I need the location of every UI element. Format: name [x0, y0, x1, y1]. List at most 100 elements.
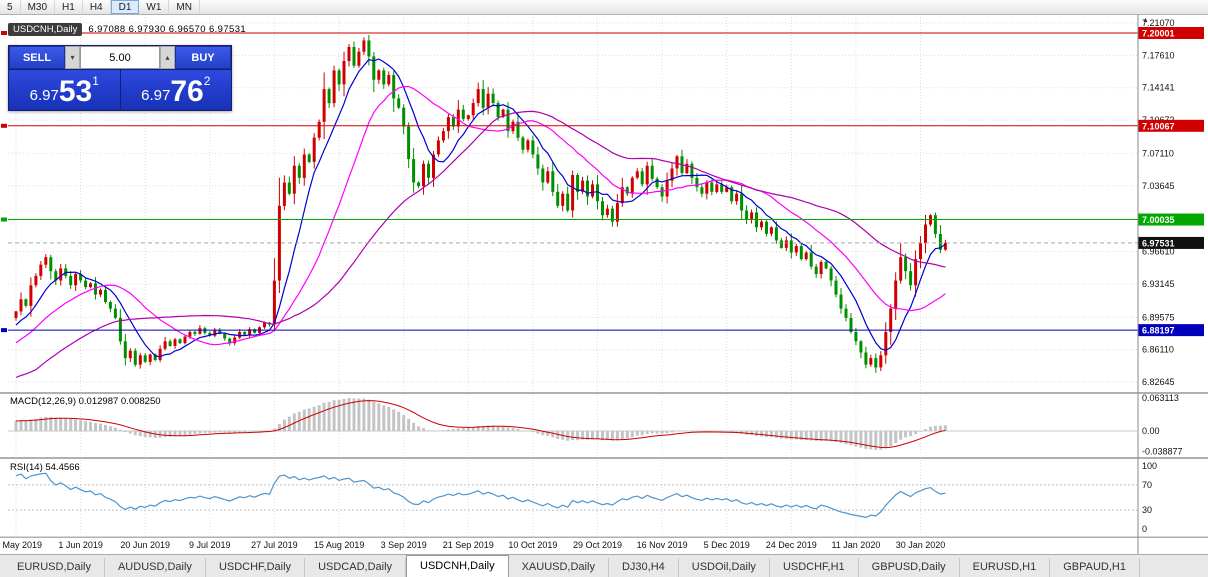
chart-tab-DJ30-H4[interactable]: DJ30,H4: [609, 558, 679, 577]
candle-body: [501, 109, 505, 118]
timeframe-button-5[interactable]: 5: [0, 0, 21, 14]
candle-body: [909, 271, 913, 286]
panel-separator[interactable]: [0, 457, 1208, 459]
rsi-line: [15, 472, 946, 519]
candle-body: [635, 171, 639, 178]
timeframe-button-M30[interactable]: M30: [21, 0, 56, 14]
candle-body: [441, 131, 445, 141]
chart-tab-GBPUSD-Daily[interactable]: GBPUSD,Daily: [859, 558, 960, 577]
price-tick: 6.82645: [1142, 377, 1175, 387]
price-chart[interactable]: 14 May 2019 1 Jun 2019 20 Jun 2019 9 Jul 20…: [0, 15, 1208, 554]
volume-decrease-icon[interactable]: ▾: [65, 46, 80, 69]
buy-price-sup: 2: [203, 74, 211, 88]
candle-body: [302, 154, 306, 178]
chart-tab-USDOil-Daily[interactable]: USDOil,Daily: [679, 558, 770, 577]
macd-tick: 0.00: [1142, 426, 1160, 436]
rsi-tick: 30: [1142, 505, 1152, 515]
candle-body: [710, 182, 714, 192]
candle-body: [133, 350, 137, 365]
current-price-badge: [1138, 236, 1204, 249]
candle-body: [730, 187, 734, 202]
date-label: 30 Jan 2020: [896, 540, 946, 550]
candle-body: [924, 224, 927, 244]
candle-body: [163, 341, 167, 349]
price-level-badge: [1138, 324, 1204, 337]
moving-average-45: [15, 110, 946, 378]
candle-body: [432, 154, 435, 178]
candle-body: [938, 233, 942, 250]
date-label: 27 Jul 2019: [251, 540, 298, 550]
candle-body: [476, 89, 480, 104]
svg-text:6.88197: 6.88197: [1142, 326, 1175, 336]
chart-tab-EURUSD-H1[interactable]: EURUSD,H1: [960, 558, 1051, 577]
date-label: 29 Oct 2019: [573, 540, 622, 550]
candle-body: [596, 184, 599, 202]
candle-body: [715, 184, 719, 192]
chart-tab-XAUUSD-Daily[interactable]: XAUUSD,Daily: [509, 558, 609, 577]
candle-body: [799, 246, 803, 260]
timeframe-button-W1[interactable]: W1: [139, 0, 170, 14]
chart-tab-GBPAUD-H1[interactable]: GBPAUD,H1: [1050, 558, 1140, 577]
candle-body: [263, 322, 266, 328]
candle-body: [153, 354, 157, 360]
candle-body: [322, 89, 326, 122]
candle-body: [417, 182, 421, 187]
timeframe-button-MN[interactable]: MN: [169, 0, 200, 14]
candle-body: [943, 242, 947, 250]
candle-body: [372, 56, 376, 80]
chart-tab-USDCNH-Daily[interactable]: USDCNH,Daily: [406, 555, 509, 577]
candle-body: [34, 275, 38, 286]
candle-body: [347, 47, 351, 61]
candle-body: [720, 184, 724, 192]
candle-body: [228, 338, 232, 344]
sell-price[interactable]: 6.97 53 1: [9, 70, 120, 110]
sell-button[interactable]: SELL: [9, 46, 65, 69]
timeframe-button-D1[interactable]: D1: [110, 0, 140, 14]
sell-price-big: 53: [58, 75, 93, 108]
chart-tab-USDCAD-Daily[interactable]: USDCAD,Daily: [305, 558, 407, 577]
candle-body: [834, 280, 838, 295]
candle-body: [705, 182, 709, 194]
candle-body: [74, 274, 78, 286]
macd-label: MACD(12,26,9) 0.012987 0.008250: [10, 396, 161, 407]
candle-body: [601, 201, 604, 216]
candle-body: [690, 163, 694, 178]
candle-body: [427, 163, 430, 178]
candle-body: [397, 98, 401, 108]
timeframe-button-H4[interactable]: H4: [83, 0, 111, 14]
candle-body: [576, 175, 580, 192]
candle-body: [725, 187, 729, 192]
chart-tab-USDCHF-H1[interactable]: USDCHF,H1: [770, 558, 859, 577]
volume-input[interactable]: [80, 46, 160, 69]
candle-body: [745, 210, 749, 220]
chart-tab-AUDUSD-Daily[interactable]: AUDUSD,Daily: [105, 558, 206, 577]
candle-body: [183, 336, 187, 344]
candle-body: [536, 154, 540, 169]
candle-body: [864, 352, 868, 365]
price-level-badge: [1138, 119, 1204, 132]
chart-tab-USDCHF-Daily[interactable]: USDCHF,Daily: [206, 558, 306, 577]
buy-price[interactable]: 6.97 76 2: [119, 70, 232, 110]
volume-increase-icon[interactable]: ▴: [160, 46, 175, 69]
candle-body: [79, 274, 83, 281]
buy-button[interactable]: BUY: [175, 46, 231, 69]
candle-body: [422, 163, 425, 187]
timeframe-button-H1[interactable]: H1: [55, 0, 83, 14]
candle-body: [367, 40, 371, 57]
panel-separator[interactable]: [0, 392, 1208, 394]
candle-body: [879, 355, 883, 368]
candle-body: [89, 283, 92, 288]
candle-body: [213, 330, 217, 336]
candle-body: [889, 308, 893, 332]
line-edge-marker: [1, 30, 7, 35]
candle-body: [148, 354, 152, 362]
candle-body: [650, 165, 654, 179]
candle-body: [740, 193, 744, 211]
date-label: 11 Jan 2020: [831, 540, 880, 550]
chart-tab-EURUSD-Daily[interactable]: EURUSD,Daily: [4, 558, 105, 577]
price-tick: 6.86110: [1142, 345, 1174, 355]
candle-body: [352, 47, 356, 66]
price-tick: 7.07110: [1142, 148, 1174, 158]
one-click-price-row: 6.97 53 1 6.97 76 2: [9, 69, 231, 110]
